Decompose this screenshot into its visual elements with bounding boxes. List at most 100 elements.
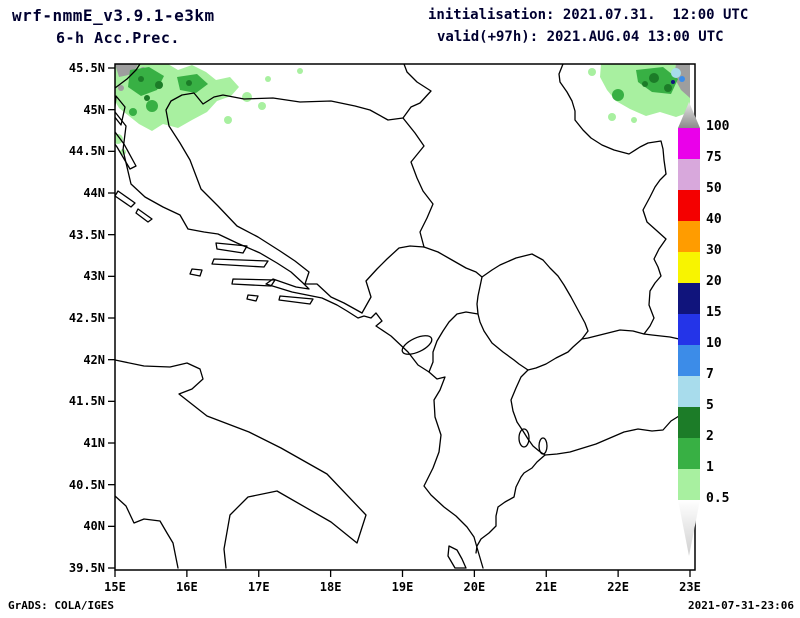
plot-timestamp: 2021-07-31-23:06 — [688, 599, 794, 612]
map-frame — [114, 63, 696, 571]
island-pag — [115, 130, 137, 170]
precip-dark-speck — [138, 76, 144, 82]
lake-skadar — [401, 335, 433, 355]
precip-gray-speck — [118, 85, 124, 91]
lake-ohrid — [518, 428, 530, 448]
border-montenegro-serbia — [423, 246, 483, 278]
legend-segment — [678, 252, 700, 283]
y-axis-label: 41N — [83, 436, 105, 450]
precipitation-shading — [115, 64, 690, 155]
precip-speck — [258, 102, 266, 110]
y-axis-label: 43.5N — [68, 227, 105, 242]
legend-level-label: 5 — [706, 398, 714, 413]
lake-prespa — [538, 437, 548, 455]
legend-level-label: 10 — [706, 336, 722, 351]
precip-mid-speck — [612, 89, 624, 101]
x-axis-label: 20E — [463, 580, 486, 594]
legend-level-label: 30 — [706, 243, 722, 258]
legend-level-label: 75 — [706, 150, 722, 165]
legend-level-label: 40 — [706, 212, 722, 227]
precip-blue-layer — [679, 76, 685, 82]
coastline-adriatic-east — [115, 111, 484, 569]
precip-speck — [115, 134, 123, 144]
y-axis-label: 43N — [83, 269, 105, 284]
legend-segment — [678, 469, 700, 500]
island-kornati — [135, 208, 153, 223]
precip-dark-speck — [642, 81, 648, 87]
precip-speck — [588, 68, 596, 76]
y-axis-label: 44.5N — [68, 144, 105, 159]
legend-level-label: 50 — [706, 181, 722, 196]
legend-overflow-arrow — [678, 102, 700, 128]
legend-segment — [678, 438, 700, 469]
precip-speck — [224, 116, 232, 124]
legend-segment — [678, 190, 700, 221]
x-axis-label: 16E — [176, 580, 198, 594]
precip-speck — [297, 68, 303, 74]
y-axis-label: 42.5N — [68, 311, 105, 325]
island-brac — [215, 242, 248, 254]
precip-mid-nw-2 — [177, 74, 208, 93]
legend-segment — [678, 314, 700, 345]
border-slovenia-croatia — [115, 64, 141, 89]
island-mljet — [278, 295, 314, 305]
valid-time-label: valid(+97h): 2021.AUG.04 13:00 UTC — [437, 29, 724, 45]
precip-mid-speck — [146, 100, 158, 112]
border-croatia-bosnia-serbia — [165, 64, 432, 314]
border-kosovo — [476, 253, 589, 371]
legend-segment — [678, 376, 700, 407]
island-vis — [189, 268, 203, 277]
legend-segment — [678, 283, 700, 314]
legend-level-label: 15 — [706, 305, 722, 320]
island-lastovo — [246, 294, 259, 302]
map-borders — [115, 64, 687, 569]
y-axis-label: 44N — [83, 186, 105, 200]
legend-segment — [678, 221, 700, 252]
island-dugi-otok — [115, 190, 136, 208]
precip-blue-speck — [679, 76, 685, 82]
x-axis-label: 17E — [247, 580, 270, 594]
legend-level-label: 2 — [706, 429, 714, 444]
variable-title: 6-h Acc.Prec. — [56, 29, 180, 47]
border-bosnia-serbia-drina — [402, 117, 434, 248]
legend-level-label: 0.5 — [706, 491, 730, 506]
color-legend-bar — [678, 102, 700, 556]
model-title: wrf-nmmE_v3.9.1-e3km — [12, 6, 215, 25]
y-axis-label: 41.5N — [68, 394, 105, 409]
coastline-italy-adriatic — [115, 359, 367, 569]
x-axis-label: 19E — [391, 580, 414, 594]
precip-cyan-layer — [671, 68, 681, 78]
border-macedonia-greece — [544, 414, 686, 456]
border-montenegro-albania — [428, 311, 479, 373]
x-axis-label: 15E — [104, 580, 126, 594]
grads-credit: GrADS: COLA/IGES — [8, 599, 114, 612]
precip-dark-green-layer — [138, 73, 672, 101]
legend-level-label: 100 — [706, 119, 730, 134]
precip-navy-speck — [671, 80, 675, 84]
initialisation-label: initialisation: 2021.07.31. 12:00 UTC — [428, 7, 749, 23]
x-axis-label: 23E — [679, 580, 701, 594]
border-serbia-bulgaria — [642, 173, 667, 335]
y-axis-label: 40.5N — [68, 477, 105, 492]
legend-segment — [678, 407, 700, 438]
island-krk — [115, 95, 126, 126]
precip-dark-speck — [144, 95, 150, 101]
island-hvar — [211, 258, 269, 268]
precip-dark-speck — [155, 81, 163, 89]
border-bosnia-montenegro — [361, 245, 425, 314]
x-axis-label: 18E — [319, 580, 342, 594]
border-albania-macedonia — [510, 369, 546, 456]
precip-dark-speck — [186, 80, 192, 86]
legend-segment — [678, 159, 700, 190]
legend-segment — [678, 345, 700, 376]
legend-level-label: 1 — [706, 460, 714, 475]
precip-speck — [265, 76, 271, 82]
precip-speck — [631, 117, 637, 123]
y-axis-label: 45.5N — [68, 61, 105, 75]
precip-gray-speck — [123, 65, 131, 73]
island-korcula — [231, 278, 276, 287]
precip-speck — [242, 92, 252, 102]
island-corfu — [447, 545, 467, 569]
